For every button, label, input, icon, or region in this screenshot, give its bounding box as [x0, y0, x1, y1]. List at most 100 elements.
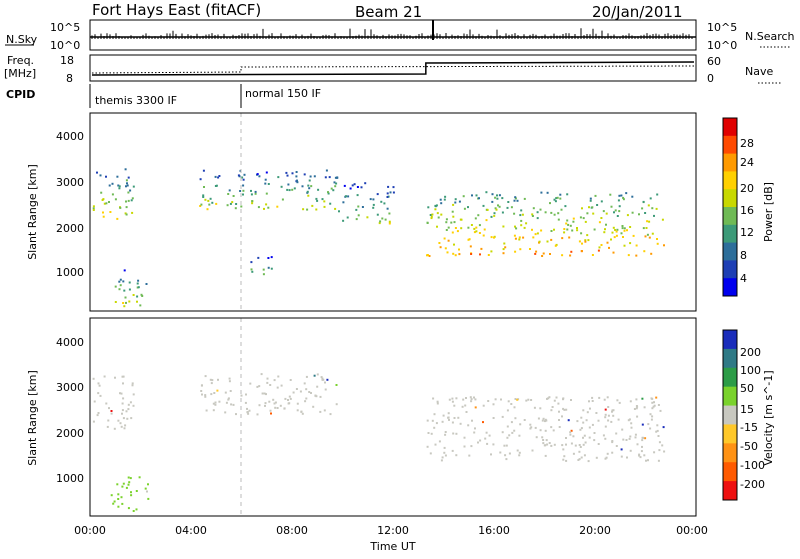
- velocity-cell: [132, 404, 135, 407]
- power-cell: [327, 191, 329, 194]
- velocity-cell: [506, 436, 509, 439]
- velocity-cell: [642, 436, 645, 439]
- power-cell: [647, 204, 650, 207]
- velocity-cell: [653, 404, 656, 407]
- power-cell: [549, 253, 551, 255]
- power-cell: [117, 184, 120, 187]
- velocity-cell: [92, 420, 95, 423]
- power-cell: [514, 196, 517, 199]
- power-cell: [124, 296, 127, 299]
- velocity-cell: [611, 410, 613, 413]
- velocity-cell: [550, 444, 553, 447]
- velocity-cell: [299, 390, 302, 393]
- power-cell: [386, 192, 389, 195]
- power-cell: [202, 196, 205, 198]
- power-cell: [447, 226, 450, 229]
- velocity-cell: [647, 459, 649, 462]
- power-cell: [553, 228, 555, 231]
- velocity-cell: [127, 403, 130, 406]
- power-cell: [513, 234, 516, 237]
- velocity-cell: [508, 434, 511, 437]
- velocity-cell: [436, 400, 439, 403]
- velocity-cell: [135, 508, 138, 511]
- power-cell: [518, 236, 521, 239]
- velocity-cell: [258, 404, 261, 407]
- velocity-cell: [296, 409, 299, 412]
- power-cell: [618, 210, 621, 213]
- power-cell: [427, 206, 430, 209]
- velocity-cell: [541, 436, 544, 439]
- power-cell: [603, 231, 606, 234]
- power-cell: [100, 191, 103, 194]
- velocity-cell: [479, 439, 482, 442]
- velocity-cell: [533, 406, 536, 409]
- power-cell: [92, 209, 95, 211]
- velocity-cell: [611, 451, 614, 454]
- power-cell: [445, 221, 448, 224]
- velocity-cell: [276, 386, 279, 389]
- power-cell: [386, 207, 389, 210]
- power-cell: [102, 198, 105, 201]
- velocity-cell: [112, 502, 115, 505]
- power-cell: [610, 238, 612, 241]
- power-cell: [554, 200, 557, 203]
- velocity-cell: [653, 451, 656, 454]
- velocity-cell: [488, 434, 491, 437]
- vel-cbar-tick-15: 15: [740, 403, 754, 416]
- velocity-cell: [602, 434, 605, 437]
- freq-panel-frame: [89, 54, 697, 82]
- velocity-cell: [122, 417, 125, 420]
- power-cell: [520, 209, 523, 212]
- power-cell: [478, 232, 481, 234]
- power-cell: [123, 269, 126, 272]
- power-cell: [436, 225, 438, 228]
- power-cell: [462, 195, 465, 198]
- velocity-cell: [123, 427, 126, 430]
- power-cell: [635, 254, 638, 257]
- velocity-cell: [452, 432, 455, 435]
- power-cell: [129, 189, 132, 192]
- velocity-cell: [289, 379, 292, 381]
- power-cell: [610, 205, 613, 208]
- power-cell: [270, 267, 273, 270]
- power-cell: [444, 247, 447, 250]
- power-cell: [369, 198, 372, 201]
- velocity-cell: [572, 435, 575, 438]
- power-cell: [502, 248, 505, 251]
- power-cell: [250, 268, 253, 271]
- velocity-cell: [213, 392, 216, 394]
- velocity-cell: [510, 403, 513, 405]
- velocity-cell: [108, 407, 110, 410]
- power-cell: [440, 202, 443, 205]
- power-cell: [541, 255, 544, 257]
- power-cell: [513, 199, 516, 202]
- power-cell: [102, 211, 104, 214]
- power-cell: [254, 192, 257, 195]
- power-cell: [263, 207, 265, 210]
- velocity-cell: [320, 376, 323, 379]
- velocity-cell: [447, 416, 450, 419]
- power-cell: [498, 205, 501, 208]
- velocity-cell: [527, 398, 530, 401]
- power-cell: [597, 249, 600, 252]
- velocity-cell: [578, 450, 581, 453]
- power-ytick-1000: 1000: [56, 266, 84, 279]
- velocity-cell: [463, 436, 466, 439]
- velocity-cell: [273, 379, 276, 382]
- velocity-cell: [659, 409, 662, 412]
- power-cell: [498, 194, 501, 197]
- freq-unit-label: [MHz]: [4, 67, 36, 80]
- nsky-label: N.Sky: [6, 33, 38, 46]
- velocity-cell: [635, 398, 638, 401]
- power-cell: [454, 254, 457, 257]
- velocity-cell: [588, 436, 591, 439]
- power-cell: [580, 250, 583, 253]
- velocity-cell: [544, 444, 547, 447]
- velocity-cell: [432, 397, 435, 400]
- power-cell: [336, 176, 339, 179]
- power-cell: [114, 285, 117, 288]
- power-cell: [234, 207, 237, 210]
- velocity-cell: [263, 392, 266, 395]
- velocity-cell: [641, 423, 644, 426]
- velocity-cell: [146, 490, 148, 493]
